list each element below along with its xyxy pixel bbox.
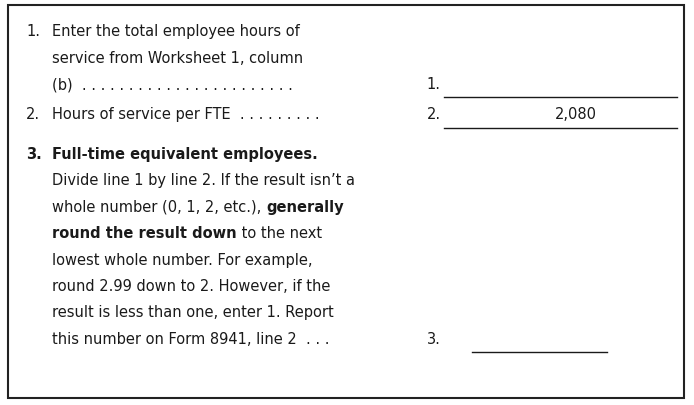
Text: Full-time equivalent employees.: Full-time equivalent employees. — [52, 147, 318, 162]
Text: 3.: 3. — [427, 331, 441, 346]
Text: lowest whole number. For example,: lowest whole number. For example, — [52, 252, 312, 267]
Text: Divide line 1 by line 2. If the result isn’t a: Divide line 1 by line 2. If the result i… — [52, 173, 355, 188]
Text: to the next: to the next — [237, 226, 322, 241]
Text: 2.: 2. — [427, 107, 441, 122]
Text: 1.: 1. — [26, 24, 40, 39]
Text: Hours of service per FTE  . . . . . . . . .: Hours of service per FTE . . . . . . . .… — [52, 107, 320, 122]
Text: (b)  . . . . . . . . . . . . . . . . . . . . . . .: (b) . . . . . . . . . . . . . . . . . . … — [52, 77, 293, 92]
Text: 1.: 1. — [427, 77, 441, 92]
Text: Enter the total employee hours of: Enter the total employee hours of — [52, 24, 300, 39]
Text: round the result down: round the result down — [52, 226, 237, 241]
Text: service from Worksheet 1, column: service from Worksheet 1, column — [52, 51, 303, 66]
Text: round 2.99 down to 2. However, if the: round 2.99 down to 2. However, if the — [52, 278, 330, 293]
Text: whole number (0, 1, 2, etc.),: whole number (0, 1, 2, etc.), — [52, 199, 266, 214]
FancyBboxPatch shape — [8, 6, 684, 398]
Text: 2.: 2. — [26, 107, 40, 122]
Text: this number on Form 8941, line 2  . . .: this number on Form 8941, line 2 . . . — [52, 331, 330, 346]
Text: generally: generally — [266, 199, 344, 214]
Text: 2,080: 2,080 — [555, 107, 597, 122]
Text: result is less than one, enter 1. Report: result is less than one, enter 1. Report — [52, 305, 334, 320]
Text: 3.: 3. — [26, 147, 42, 162]
